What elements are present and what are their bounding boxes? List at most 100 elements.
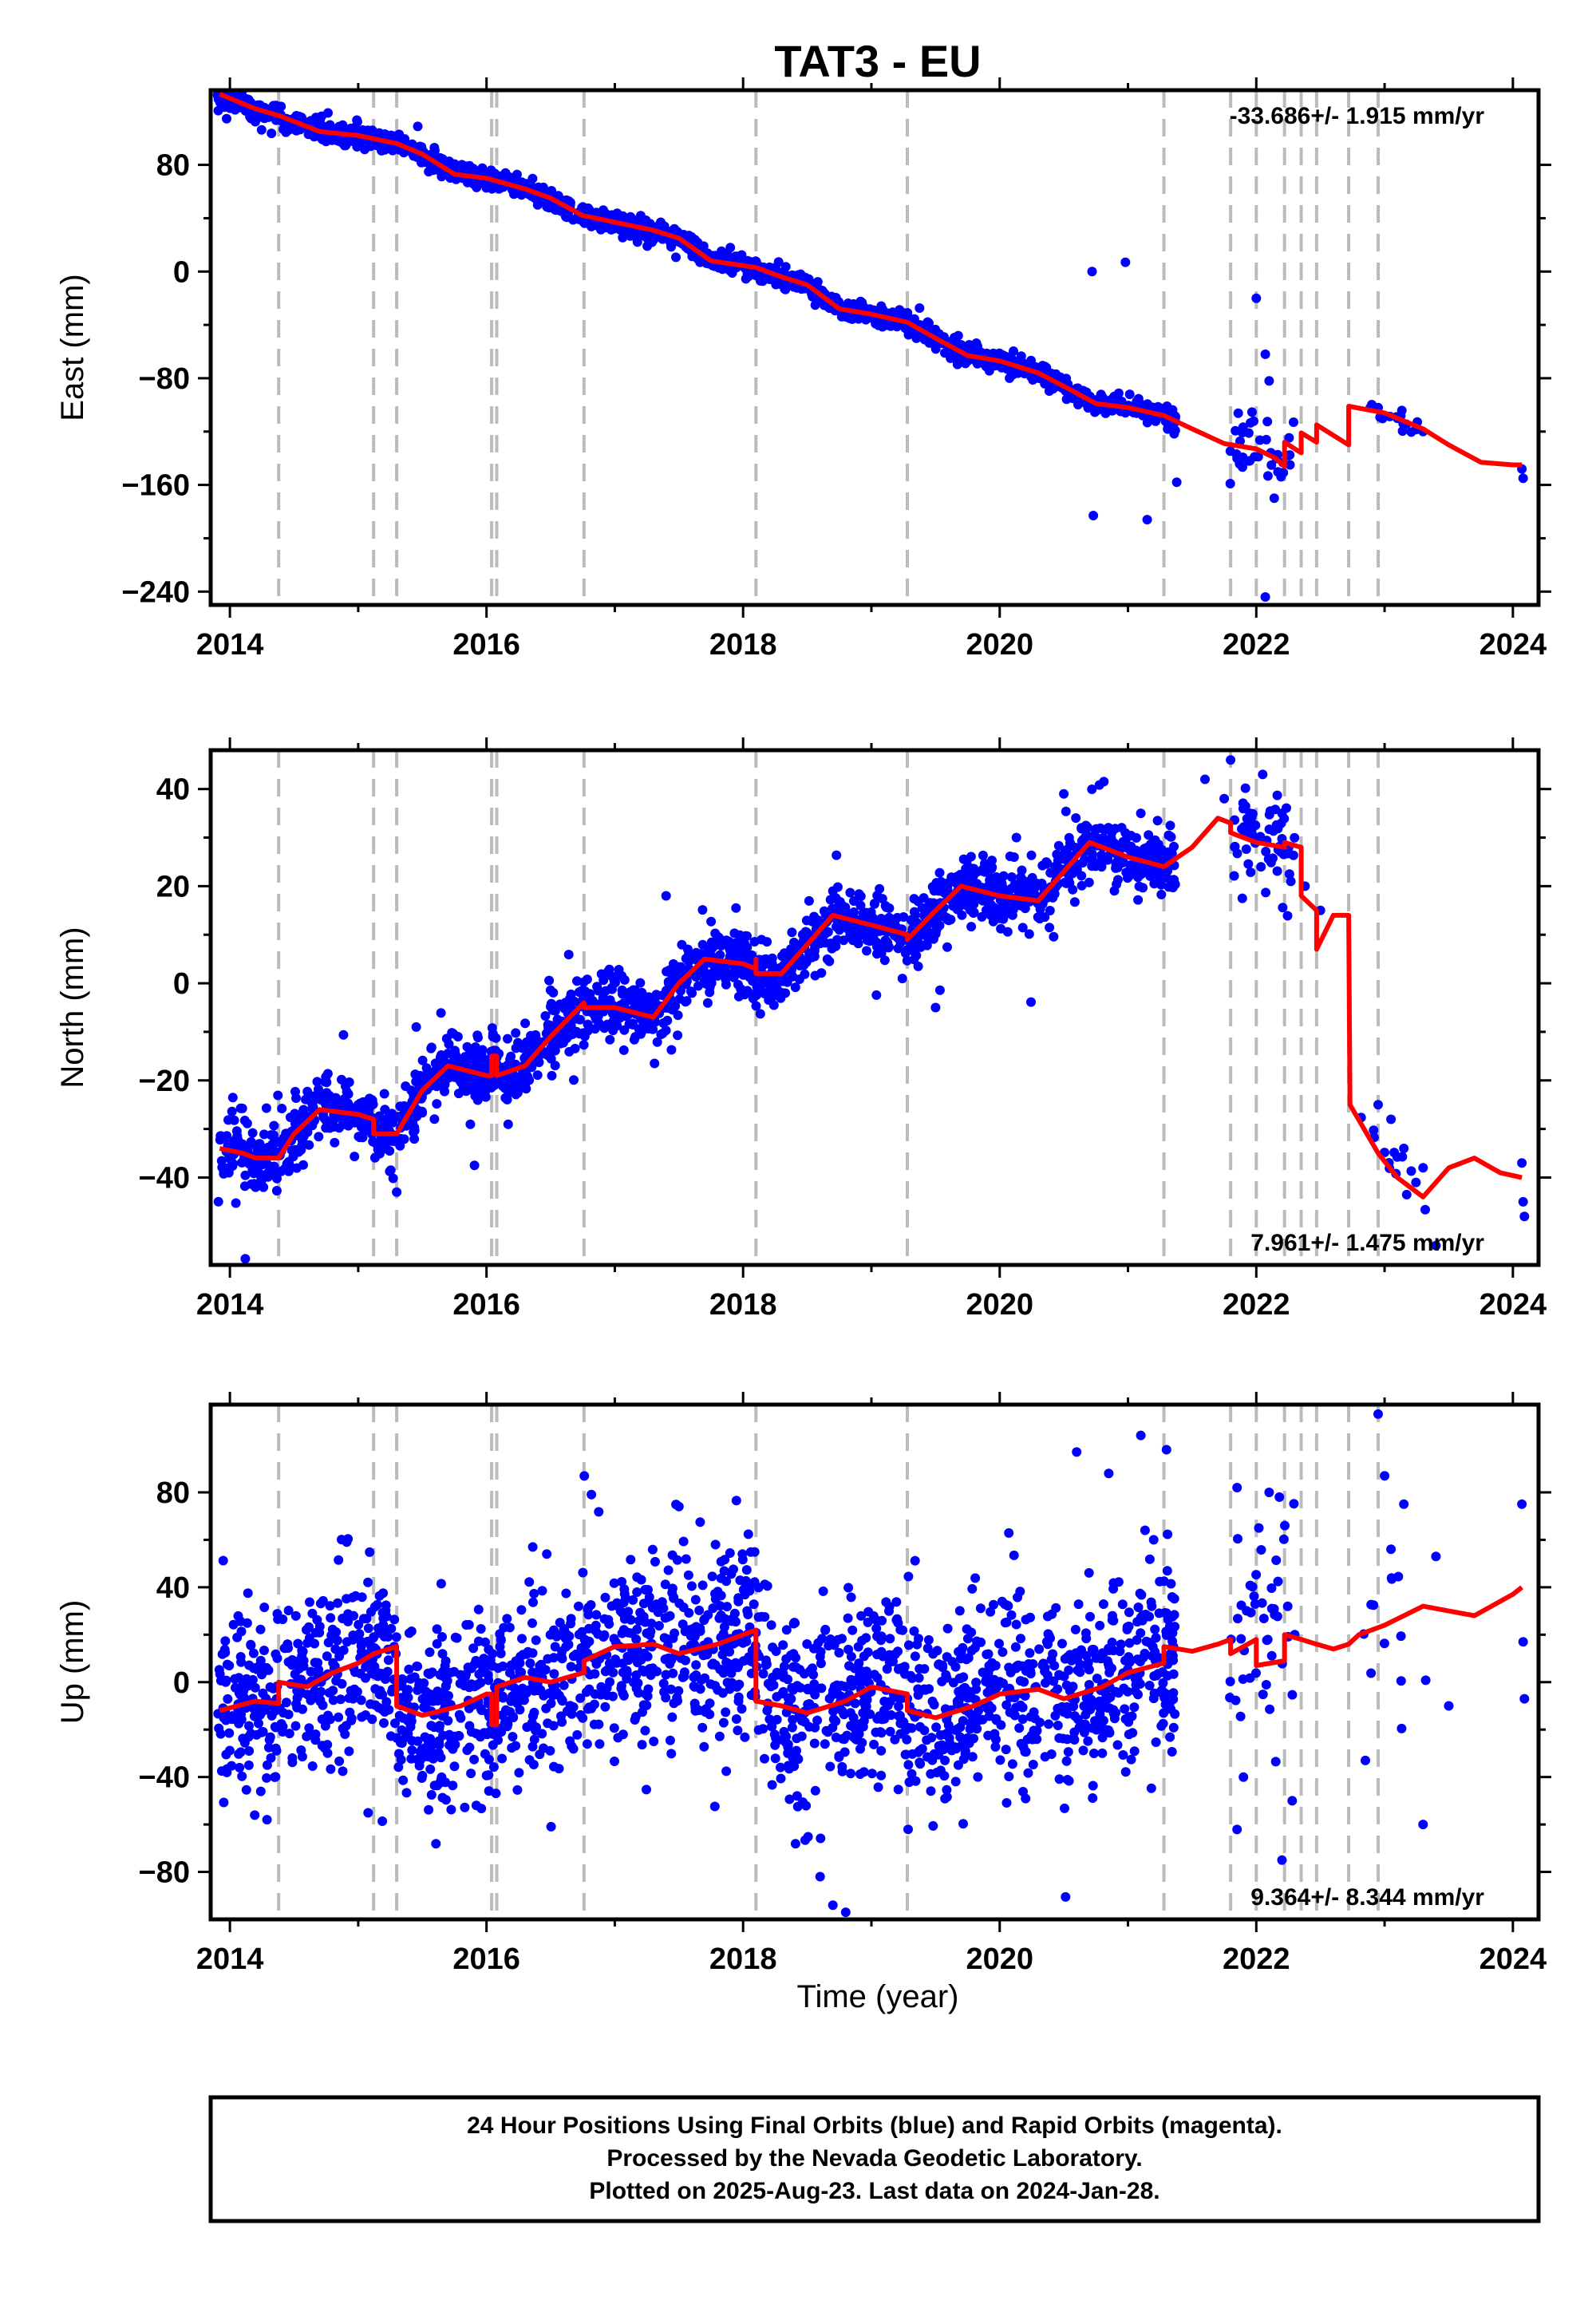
data-point xyxy=(391,1632,401,1642)
data-point xyxy=(871,990,882,1000)
y-tick-label: 20 xyxy=(156,870,190,903)
data-point xyxy=(1016,351,1026,362)
data-point xyxy=(1148,402,1158,413)
data-point xyxy=(868,934,879,944)
data-point xyxy=(1232,453,1242,464)
data-point xyxy=(599,1023,610,1034)
data-point xyxy=(215,1135,225,1145)
data-point xyxy=(618,232,628,243)
data-point xyxy=(511,1043,521,1053)
data-point xyxy=(631,990,642,1000)
data-point xyxy=(381,1600,391,1611)
data-point xyxy=(1091,832,1101,843)
data-point xyxy=(1078,834,1088,844)
data-point xyxy=(385,1166,395,1176)
x-tick-label: 2024 xyxy=(1479,1288,1547,1322)
data-point xyxy=(749,1599,759,1610)
data-point xyxy=(579,1040,589,1050)
data-point xyxy=(1057,1638,1067,1649)
data-point xyxy=(259,1646,269,1655)
data-point xyxy=(1266,460,1277,470)
data-point xyxy=(298,1655,309,1666)
data-point xyxy=(848,298,859,309)
data-point xyxy=(566,1662,576,1672)
data-point xyxy=(1045,868,1056,878)
data-point xyxy=(263,1160,274,1171)
data-point xyxy=(1289,417,1298,427)
data-point xyxy=(1088,511,1099,520)
data-point xyxy=(1133,895,1144,905)
data-point xyxy=(379,1718,389,1728)
data-point xyxy=(855,891,866,902)
y-tick-label: 0 xyxy=(173,255,190,289)
data-point xyxy=(928,1820,938,1831)
data-point xyxy=(942,1673,952,1683)
data-point xyxy=(1399,1144,1409,1153)
data-point xyxy=(1269,493,1279,504)
data-point xyxy=(650,1058,660,1069)
data-point xyxy=(942,883,953,894)
data-point xyxy=(1049,931,1059,942)
data-point xyxy=(529,1734,539,1745)
data-point xyxy=(617,985,627,995)
data-point xyxy=(337,1074,346,1085)
data-point xyxy=(820,1739,830,1749)
data-point xyxy=(1229,871,1239,881)
data-point xyxy=(1019,887,1029,897)
data-point xyxy=(867,1769,877,1779)
data-point xyxy=(503,1034,512,1044)
data-point xyxy=(363,1808,373,1818)
data-point xyxy=(216,1156,227,1166)
data-point xyxy=(262,1143,272,1153)
data-point xyxy=(261,1103,271,1113)
data-point xyxy=(965,905,975,915)
data-point xyxy=(644,1592,654,1603)
data-point xyxy=(1026,997,1036,1007)
data-point xyxy=(549,1653,559,1663)
data-point xyxy=(231,1126,242,1136)
data-point xyxy=(1290,832,1300,843)
data-point xyxy=(1034,1644,1045,1654)
data-point xyxy=(590,1024,600,1034)
data-point xyxy=(740,1732,750,1742)
data-point xyxy=(697,905,708,915)
data-point xyxy=(691,972,701,982)
data-point xyxy=(546,998,556,1009)
data-point xyxy=(742,943,753,953)
data-point xyxy=(762,937,772,947)
data-point xyxy=(826,939,836,948)
data-point xyxy=(819,906,829,916)
data-point xyxy=(1392,1152,1402,1162)
data-point xyxy=(477,1045,488,1055)
data-point xyxy=(876,1745,887,1756)
data-point xyxy=(344,1077,354,1087)
data-point xyxy=(790,1839,800,1849)
data-point xyxy=(766,993,776,1003)
data-point xyxy=(263,1172,273,1182)
data-point xyxy=(828,886,838,896)
data-point xyxy=(1060,846,1070,856)
data-point xyxy=(758,1669,768,1679)
data-point xyxy=(1059,788,1069,799)
data-point xyxy=(213,77,223,87)
data-point xyxy=(225,1163,235,1173)
data-point xyxy=(1121,868,1132,878)
data-point xyxy=(1009,346,1018,356)
data-point xyxy=(1109,391,1120,401)
data-point xyxy=(570,1043,580,1053)
data-point xyxy=(725,943,735,954)
data-point xyxy=(227,1093,238,1103)
y-tick-label: −20 xyxy=(139,1065,190,1098)
data-point xyxy=(863,1617,873,1627)
data-point xyxy=(670,1001,681,1011)
data-point xyxy=(839,935,849,946)
data-point xyxy=(685,986,696,997)
data-point xyxy=(845,887,855,898)
data-point xyxy=(235,1762,245,1773)
data-point xyxy=(262,1815,272,1825)
data-point xyxy=(885,1634,895,1644)
data-point xyxy=(691,947,701,958)
data-point xyxy=(900,948,911,958)
data-point xyxy=(546,1821,556,1832)
data-point xyxy=(751,1001,761,1011)
